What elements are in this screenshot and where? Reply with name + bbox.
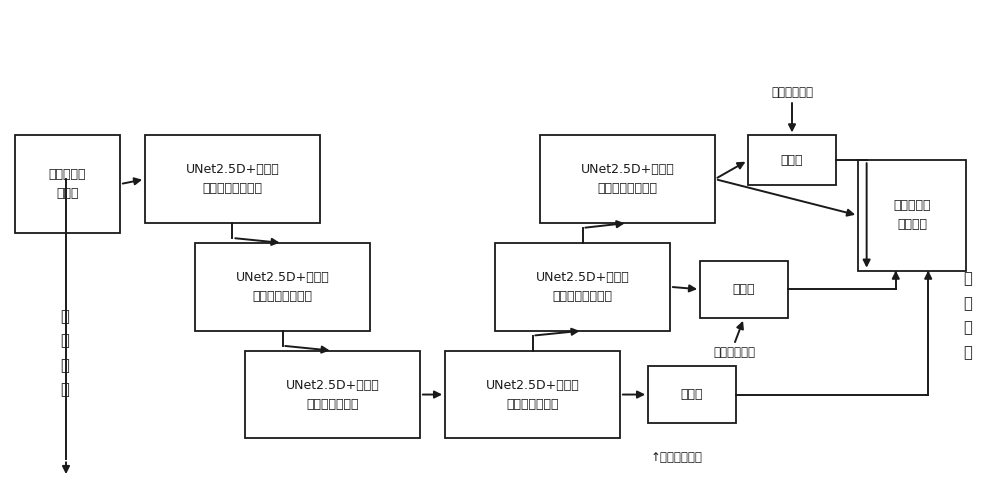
Text: 编
码
过
程: 编 码 过 程	[61, 309, 69, 398]
FancyBboxPatch shape	[445, 351, 620, 438]
FancyBboxPatch shape	[700, 261, 788, 318]
Text: 血管标注数据: 血管标注数据	[713, 346, 755, 359]
FancyBboxPatch shape	[195, 243, 370, 331]
Text: UNet2.5D+通道注
意力机制编码模: UNet2.5D+通道注 意力机制编码模	[286, 379, 379, 410]
Text: 全监督: 全监督	[733, 283, 755, 296]
Text: 全监督: 全监督	[781, 154, 803, 167]
FancyBboxPatch shape	[245, 351, 420, 438]
Text: 解
码
过
程: 解 码 过 程	[964, 271, 972, 360]
Text: UNet2.5D+通道注
意力机制解码模块: UNet2.5D+通道注 意力机制解码模块	[581, 163, 674, 195]
FancyBboxPatch shape	[858, 160, 966, 271]
Text: ↑血管标注数据: ↑血管标注数据	[651, 451, 703, 464]
FancyBboxPatch shape	[648, 366, 736, 423]
FancyBboxPatch shape	[540, 135, 715, 223]
Text: UNet2.5D+通道注
意力机制解码模块: UNet2.5D+通道注 意力机制解码模块	[536, 271, 629, 303]
FancyBboxPatch shape	[145, 135, 320, 223]
Text: UNet2.5D+通道注
意力机制编码模块: UNet2.5D+通道注 意力机制编码模块	[186, 163, 279, 195]
Text: 多层级融合
输出结果: 多层级融合 输出结果	[893, 199, 931, 231]
Text: UNet2.5D+通道注
意力机制编码模块: UNet2.5D+通道注 意力机制编码模块	[236, 271, 329, 303]
FancyBboxPatch shape	[495, 243, 670, 331]
Text: 全监督: 全监督	[681, 388, 703, 401]
Text: UNet2.5D+通道注
意力机制解码模: UNet2.5D+通道注 意力机制解码模	[486, 379, 579, 410]
Text: 血管标注数据: 血管标注数据	[771, 86, 813, 99]
FancyBboxPatch shape	[15, 135, 120, 233]
FancyBboxPatch shape	[748, 135, 836, 185]
Text: 样本肝脏三
维影像: 样本肝脏三 维影像	[49, 168, 86, 200]
